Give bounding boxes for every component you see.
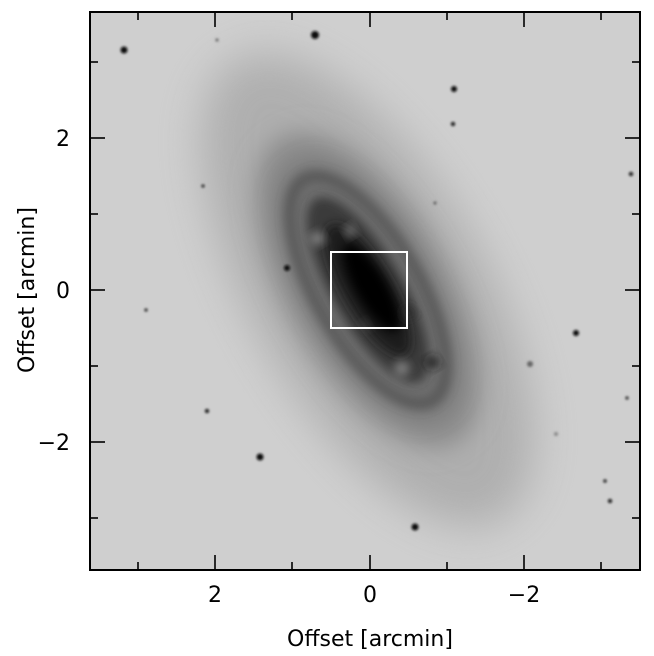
central-region-box (330, 251, 408, 329)
plot-frame (89, 11, 641, 571)
tick-marks (90, 12, 640, 570)
x-tick-label: −2 (508, 583, 540, 608)
x-tick-label: 2 (208, 583, 222, 608)
field-stars (120, 31, 633, 531)
y-tick-label: 0 (56, 279, 70, 304)
y-tick-label: −2 (38, 431, 70, 456)
x-tick-label: 0 (363, 583, 377, 608)
x-axis-title: Offset [arcmin] (287, 627, 453, 652)
y-tick-label: 2 (56, 127, 70, 152)
galaxy-image (90, 12, 640, 570)
y-axis-title: Offset [arcmin] (15, 207, 40, 373)
galaxy (202, 53, 534, 527)
